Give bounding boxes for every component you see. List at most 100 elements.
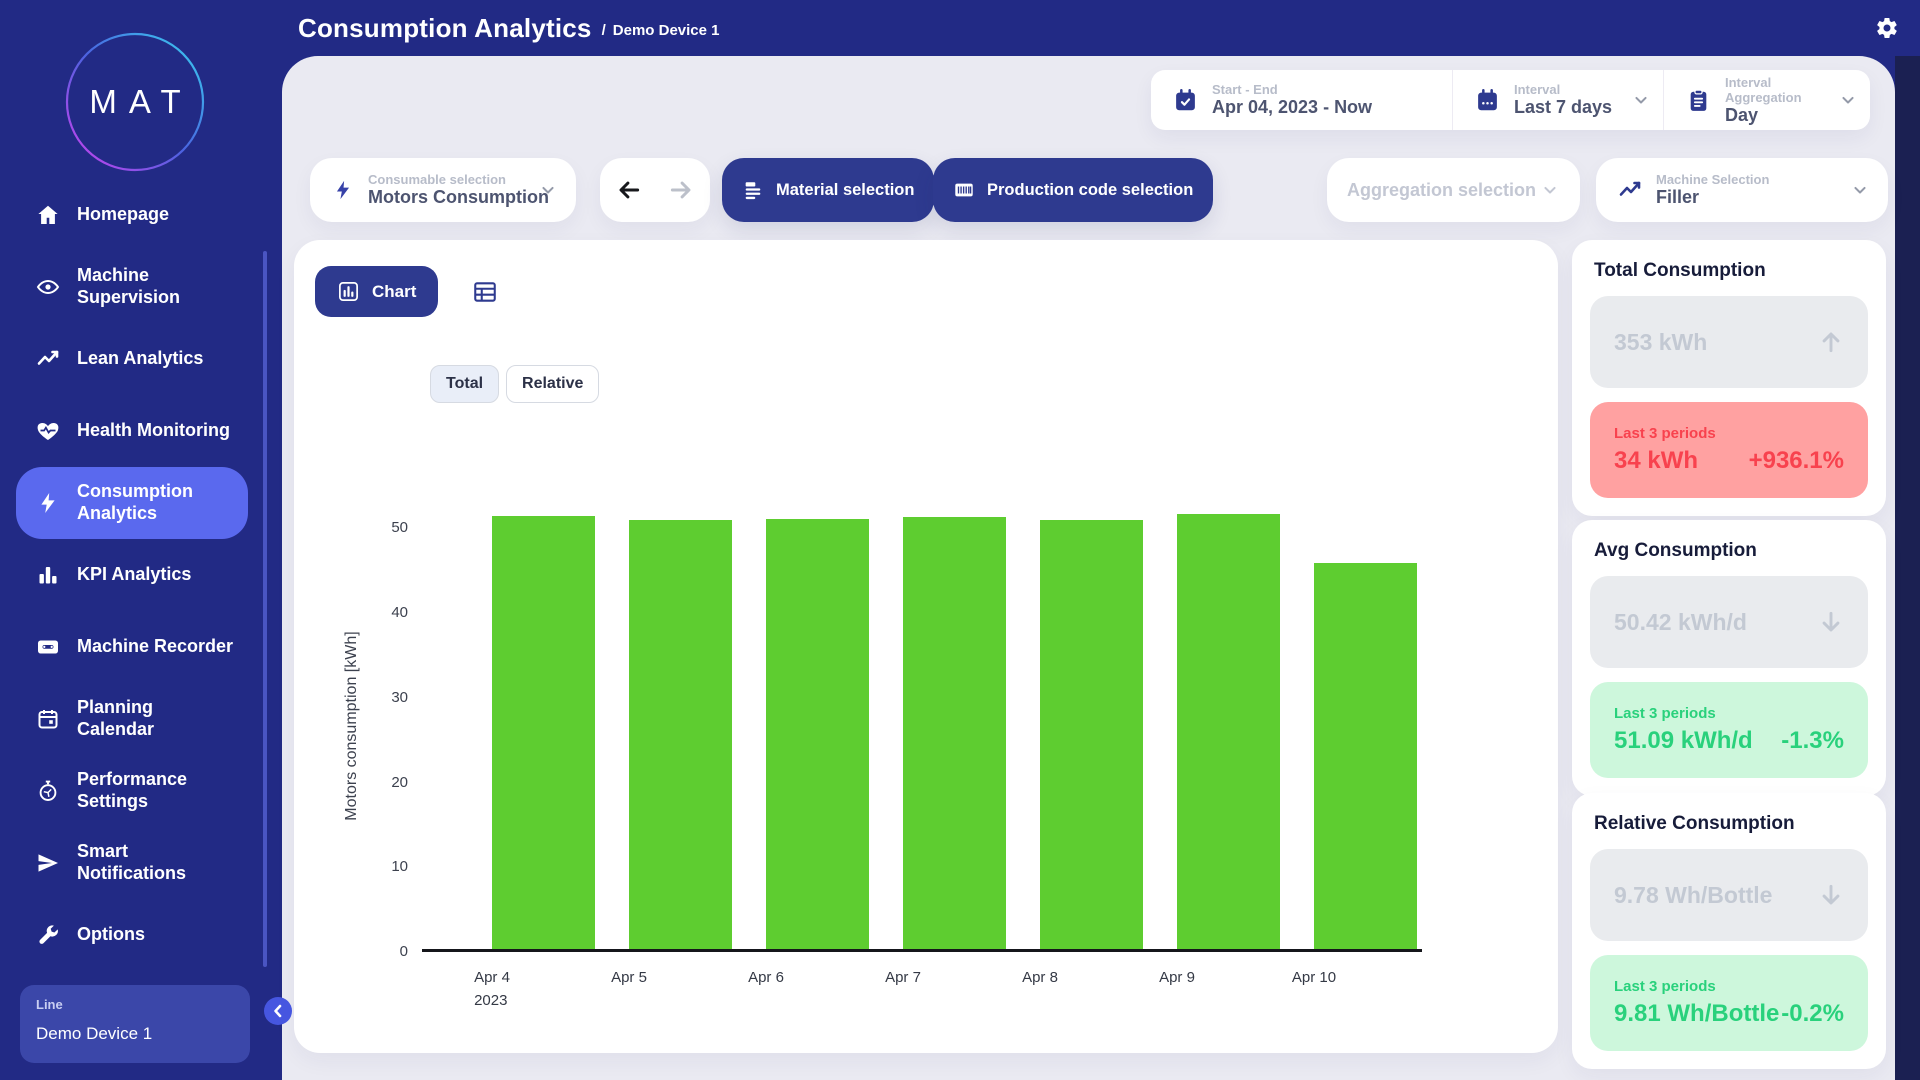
stat-period-change: +936.1%	[1748, 447, 1844, 474]
sidebar-item-performance-settings[interactable]: Performance Settings	[16, 755, 248, 827]
machine-selection-dropdown[interactable]: Machine Selection Filler	[1596, 158, 1888, 222]
bar-chart-icon	[337, 280, 360, 303]
interval-select[interactable]: Interval Last 7 days	[1452, 70, 1663, 130]
previous-period-button[interactable]	[616, 177, 642, 203]
production-button-label: Production code selection	[987, 180, 1194, 199]
interval-value: Last 7 days	[1514, 97, 1613, 117]
sidebar-item-kpi-analytics[interactable]: KPI Analytics	[16, 539, 248, 611]
page-scrollbar-track[interactable]	[1895, 56, 1920, 1080]
sidebar-item-lean-analytics[interactable]: Lean Analytics	[16, 323, 248, 395]
cassette-icon	[36, 635, 60, 659]
eye-icon	[36, 275, 60, 299]
trend-icon	[36, 347, 60, 371]
arrow-left-icon	[616, 177, 642, 203]
chart-bar-apr-5[interactable]	[629, 519, 732, 951]
chevron-down-icon	[1850, 180, 1870, 200]
stat-period-label: Last 3 periods	[1614, 705, 1716, 722]
y-tick-label: 10	[391, 858, 408, 876]
chart-bar-apr-10[interactable]	[1314, 563, 1417, 951]
stat-period-value: 51.09 kWh/d	[1614, 727, 1753, 754]
x-axis-line	[422, 949, 1422, 952]
consumable-selection-dropdown[interactable]: Consumable selection Motors Consumption	[310, 158, 576, 222]
sidebar: MAT Homepage Machine Supervision Lean An…	[0, 0, 282, 1080]
arrow-down-icon	[1818, 609, 1844, 635]
period-nav	[600, 158, 710, 222]
material-icon	[742, 179, 764, 201]
settings-button[interactable]	[1875, 16, 1899, 40]
stat-title: Total Consumption	[1594, 260, 1766, 281]
breadcrumb-separator: /	[601, 21, 606, 39]
device-label: Line	[36, 997, 63, 1012]
stat-current-value: 50.42 kWh/d	[1614, 608, 1747, 635]
y-axis-title: Motors consumption [kWh]	[343, 631, 360, 821]
chart-bar-apr-4[interactable]	[492, 516, 595, 951]
sidebar-item-smart-notifications[interactable]: Smart Notifications	[16, 827, 248, 899]
next-period-button[interactable]	[668, 177, 694, 203]
sidebar-item-machine-recorder[interactable]: Machine Recorder	[16, 611, 248, 683]
aggregation-selection-dropdown[interactable]: Aggregation selection	[1327, 158, 1580, 222]
breadcrumb: Demo Device 1	[612, 21, 720, 39]
sidebar-item-consumption-analytics[interactable]: Consumption Analytics	[16, 467, 248, 539]
main-panel: Start - End Apr 04, 2023 - Now Interval …	[282, 56, 1895, 1080]
sidebar-scrollbar[interactable]	[263, 251, 267, 967]
lightning-icon	[332, 179, 354, 201]
gear-icon	[1875, 16, 1899, 40]
app-logo: MAT	[65, 32, 205, 172]
chevron-down-icon	[1540, 180, 1560, 200]
date-range-bar: Start - End Apr 04, 2023 - Now Interval …	[1151, 70, 1870, 130]
value-mode-toggle: Total Relative	[430, 365, 600, 403]
chevron-down-icon	[1838, 90, 1858, 110]
stat-period-value: 9.81 Wh/Bottle	[1614, 1000, 1780, 1027]
stat-card: Total Consumption 353 kWh Last 3 periods…	[1572, 240, 1886, 516]
heart-icon	[36, 419, 60, 443]
interval-aggregation-select[interactable]: Interval Aggregation Day	[1663, 70, 1870, 130]
chart-button-label: Chart	[372, 281, 417, 301]
sidebar-item-planning-calendar[interactable]: Planning Calendar	[16, 683, 248, 755]
stat-period-box: Last 3 periods 34 kWh +936.1%	[1590, 402, 1868, 498]
calendar-dots-icon	[1475, 88, 1500, 113]
stat-title: Avg Consumption	[1594, 540, 1757, 561]
x-tick-label: Apr 4 2023	[474, 969, 510, 1009]
chart-bar-apr-6[interactable]	[766, 518, 869, 951]
sidebar-collapse-button[interactable]	[264, 997, 292, 1025]
stat-period-change: -0.2%	[1781, 1000, 1844, 1027]
chevron-left-icon	[268, 1001, 288, 1021]
stopwatch-icon	[36, 779, 60, 803]
tab-relative[interactable]: Relative	[506, 365, 600, 403]
material-button-label: Material selection	[776, 180, 915, 199]
stat-current-value: 9.78 Wh/Bottle	[1614, 881, 1773, 908]
chart-bar-apr-7[interactable]	[903, 517, 1006, 951]
sidebar-item-options[interactable]: Options	[16, 899, 248, 971]
sidebar-nav: Homepage Machine Supervision Lean Analyt…	[0, 179, 282, 971]
interval-label: Interval	[1514, 82, 1561, 97]
x-tick-label: Apr 10	[1291, 969, 1337, 986]
chart-bar-apr-8[interactable]	[1040, 519, 1143, 951]
chart-bar-apr-9[interactable]	[1177, 513, 1280, 951]
stat-current-box: 353 kWh	[1590, 296, 1868, 388]
tab-total[interactable]: Total	[430, 365, 500, 403]
table-view-button[interactable]	[472, 279, 498, 305]
bar-chart-plot: 0 10 20 30 40 50	[391, 502, 1422, 960]
material-selection-button[interactable]: Material selection	[722, 158, 935, 222]
device-selector[interactable]: Line Demo Device 1	[20, 985, 250, 1063]
stat-title: Relative Consumption	[1594, 813, 1795, 834]
stat-current-box: 9.78 Wh/Bottle	[1590, 849, 1868, 941]
y-tick-label: 50	[391, 519, 408, 537]
sidebar-item-homepage[interactable]: Homepage	[16, 179, 248, 251]
calendar-check-icon	[1173, 88, 1198, 113]
y-tick-label: 20	[391, 773, 408, 791]
production-code-selection-button[interactable]: Production code selection	[933, 158, 1214, 222]
machine-selection-value: Filler	[1656, 187, 1700, 207]
chevron-down-icon	[1631, 90, 1651, 110]
sidebar-item-machine-supervision[interactable]: Machine Supervision	[16, 251, 248, 323]
bolt-icon	[36, 491, 60, 515]
arrow-up-icon	[1818, 329, 1844, 355]
chart-view-button[interactable]: Chart	[315, 266, 439, 317]
barcode-icon	[953, 179, 975, 201]
start-end-picker[interactable]: Start - End Apr 04, 2023 - Now	[1151, 70, 1452, 130]
x-tick-label: Apr 5	[611, 969, 647, 986]
send-icon	[36, 851, 60, 875]
sidebar-item-health-monitoring[interactable]: Health Monitoring	[16, 395, 248, 467]
consumable-label: Consumable selection	[368, 172, 506, 187]
clipboard-icon	[1686, 88, 1711, 113]
